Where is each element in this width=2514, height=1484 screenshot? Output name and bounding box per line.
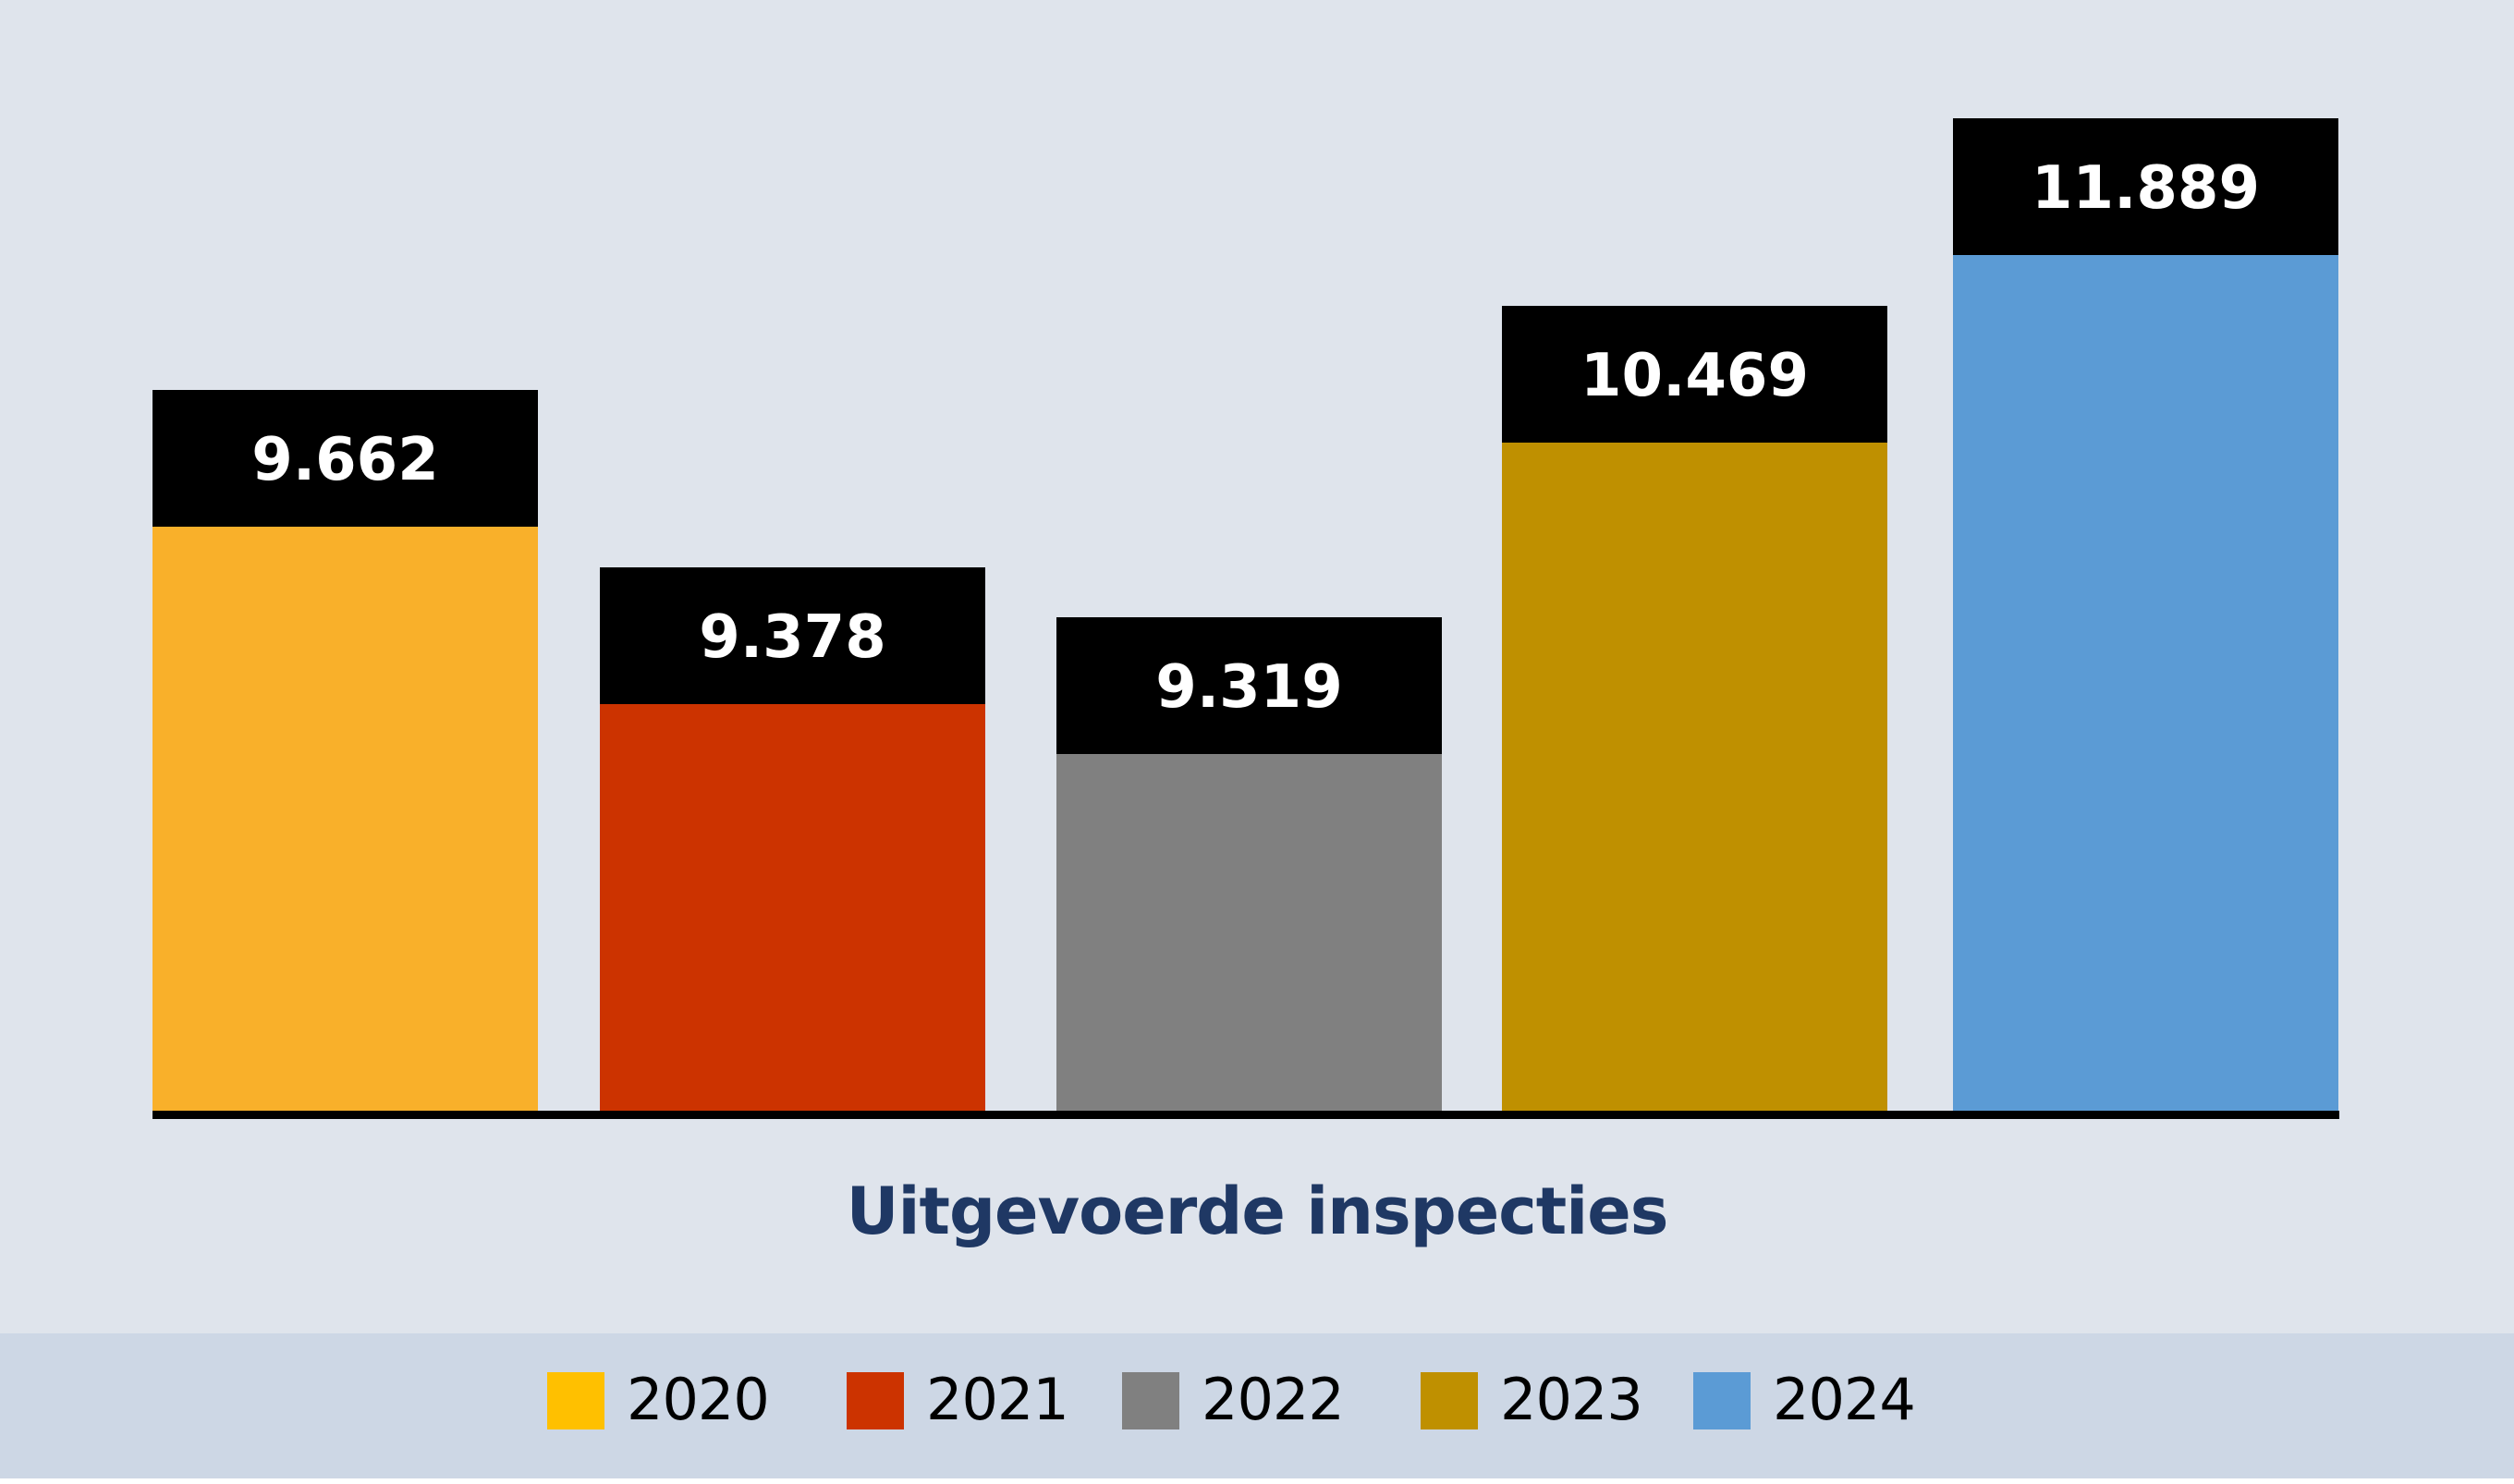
- bar-2020: [153, 527, 538, 1111]
- bar-2024: [1953, 255, 2338, 1111]
- data-label-box-2023: [1502, 306, 1887, 443]
- legend-swatch: [1693, 1372, 1751, 1429]
- data-label-2023: 10.469: [1580, 342, 1809, 410]
- data-label-2020: 9.662: [251, 426, 438, 494]
- bar-2021: [600, 704, 985, 1111]
- bar-2022: [1056, 754, 1442, 1111]
- bar-2023: [1502, 443, 1887, 1111]
- data-label-2024: 11.889: [2032, 154, 2260, 223]
- legend-swatch: [847, 1372, 904, 1429]
- data-label-2022: 9.319: [1155, 653, 1342, 722]
- legend-label: 2024: [1773, 1366, 1916, 1433]
- legend-label: 2021: [926, 1366, 1069, 1433]
- data-label-box-2022: [1056, 617, 1442, 754]
- chart-title: Uitgevoerde inspecties: [846, 1174, 1669, 1249]
- data-label-box-2021: [600, 567, 985, 704]
- x-axis-line: [153, 1111, 2339, 1119]
- data-label-box-2024: [1953, 118, 2338, 255]
- legend-label: 2022: [1202, 1366, 1345, 1433]
- legend-swatch: [1122, 1372, 1179, 1429]
- bars-group: 9.662 9.378 9.319 10.469 11.889: [153, 118, 2338, 1111]
- legend-label: 2023: [1500, 1366, 1643, 1433]
- legend-swatch: [547, 1372, 604, 1429]
- legend-label: 2020: [627, 1366, 770, 1433]
- legend-band: [0, 1333, 2514, 1478]
- data-label-2021: 9.378: [699, 603, 885, 672]
- legend-swatch: [1421, 1372, 1478, 1429]
- data-label-box-2020: [153, 390, 538, 527]
- bar-chart: 9.662 9.378 9.319 10.469 11.889: [153, 118, 2339, 1119]
